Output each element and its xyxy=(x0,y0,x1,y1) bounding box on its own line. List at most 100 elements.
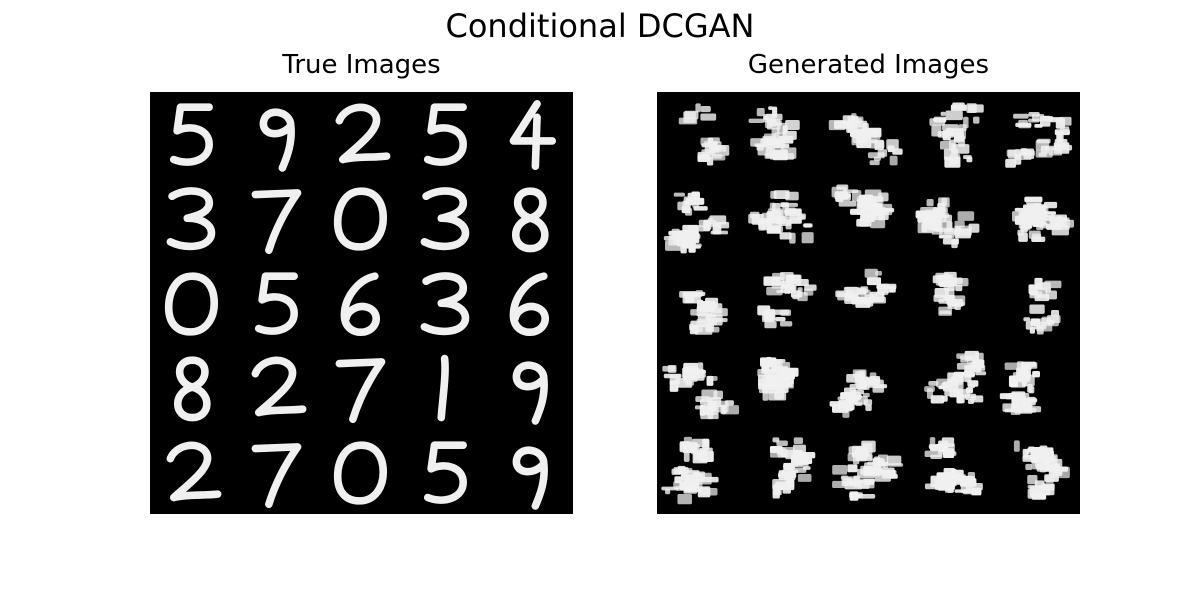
digit-glyph-0 xyxy=(334,440,388,505)
digit-glyph-8 xyxy=(512,187,549,253)
blob-fragment xyxy=(1051,309,1060,317)
blob-fragment xyxy=(1005,158,1017,168)
generated-blob xyxy=(678,103,730,166)
blob-fragment xyxy=(831,187,848,198)
generated-image-tile xyxy=(742,430,827,514)
blob-fragment xyxy=(970,487,982,495)
generated-blob xyxy=(831,184,895,229)
blob-fragment xyxy=(944,214,952,223)
blob-fragment xyxy=(801,232,814,244)
blob-fragment xyxy=(772,437,779,442)
blob-fragment xyxy=(720,404,727,415)
digit-stroke xyxy=(251,442,301,508)
digit-stroke xyxy=(166,441,222,501)
blob-fragment xyxy=(1018,119,1029,127)
generated-image-tile xyxy=(995,176,1080,260)
blob-fragment xyxy=(1020,217,1034,226)
blob-fragment xyxy=(702,438,710,451)
blob-fragment xyxy=(665,488,671,494)
digit-stroke xyxy=(335,103,391,164)
blob-fragment xyxy=(933,117,947,122)
true-image-tile xyxy=(488,92,573,176)
blob-fragment xyxy=(1031,318,1041,325)
blob-fragment xyxy=(869,160,880,166)
blob-fragment xyxy=(1056,117,1066,129)
digit-glyph-3 xyxy=(166,187,216,251)
generated-image-tile xyxy=(657,345,742,429)
blob-fragment xyxy=(1021,210,1030,217)
generated-images-grid xyxy=(657,92,1080,514)
blob-fragment xyxy=(779,320,792,327)
blob-fragment xyxy=(749,212,760,219)
true-image-tile xyxy=(150,345,235,429)
blob-fragment xyxy=(786,478,794,490)
blob-fragment xyxy=(692,472,703,477)
blob-fragment xyxy=(964,365,982,373)
blob-fragment xyxy=(951,102,965,110)
generated-blob xyxy=(1014,439,1071,500)
generated-blob xyxy=(1012,197,1075,243)
blob-fragment xyxy=(949,474,958,478)
generated-image-tile xyxy=(995,92,1080,176)
digit-stroke xyxy=(340,272,381,336)
blob-fragment xyxy=(701,476,719,483)
digit-stroke xyxy=(169,103,213,166)
blob-fragment xyxy=(838,201,857,208)
blob-fragment xyxy=(937,274,954,286)
blob-fragment xyxy=(877,149,888,157)
blob-fragment xyxy=(1028,112,1041,117)
generated-blob xyxy=(661,436,719,504)
blob-fragment xyxy=(1049,469,1063,476)
blob-fragment xyxy=(684,110,699,120)
blob-fragment xyxy=(783,208,797,215)
blob-fragment xyxy=(1023,317,1031,322)
blob-fragment xyxy=(966,103,977,114)
generated-image-tile xyxy=(826,176,911,260)
blob-fragment xyxy=(802,465,811,470)
blob-fragment xyxy=(1051,466,1062,471)
blob-fragment xyxy=(685,381,695,386)
blob-fragment xyxy=(662,366,676,372)
true-image-tile xyxy=(235,261,320,345)
generated-blob xyxy=(1023,277,1062,335)
blob-fragment xyxy=(939,141,951,150)
blob-fragment xyxy=(934,209,942,221)
generated-blob xyxy=(756,357,799,401)
blob-fragment xyxy=(928,381,939,387)
blob-fragment xyxy=(793,437,803,444)
blob-fragment xyxy=(683,450,690,462)
blob-fragment xyxy=(779,232,792,240)
blob-fragment xyxy=(834,120,850,129)
blob-fragment xyxy=(954,475,973,481)
digit-stroke xyxy=(513,446,549,510)
blob-fragment xyxy=(682,225,699,235)
true-images-title: True Images xyxy=(282,50,441,80)
blob-fragment xyxy=(1018,150,1036,156)
blob-fragment xyxy=(765,147,773,158)
generated-blob xyxy=(932,271,969,316)
blob-fragment xyxy=(941,198,947,207)
blob-fragment xyxy=(869,140,885,149)
true-image-tile xyxy=(488,261,573,345)
generated-image-tile xyxy=(657,176,742,260)
blob-fragment xyxy=(786,463,795,469)
generated-blob xyxy=(756,271,817,329)
blob-fragment xyxy=(758,221,765,231)
blob-fragment xyxy=(1008,393,1025,400)
blob-fragment xyxy=(769,448,788,458)
blob-fragment xyxy=(930,395,944,404)
blob-fragment xyxy=(857,196,871,205)
blob-fragment xyxy=(938,235,953,239)
blob-fragment xyxy=(1026,197,1042,205)
blob-fragment xyxy=(946,381,954,392)
digit-stroke xyxy=(423,103,467,166)
digit-stroke xyxy=(166,187,216,251)
generated-blob xyxy=(748,106,800,161)
blob-fragment xyxy=(705,314,723,326)
digit-stroke xyxy=(174,356,211,422)
blob-fragment xyxy=(756,305,770,316)
digit-stroke xyxy=(251,189,301,255)
blob-fragment xyxy=(782,473,793,479)
blob-fragment xyxy=(779,309,791,316)
digit-glyph-4 xyxy=(510,100,557,171)
